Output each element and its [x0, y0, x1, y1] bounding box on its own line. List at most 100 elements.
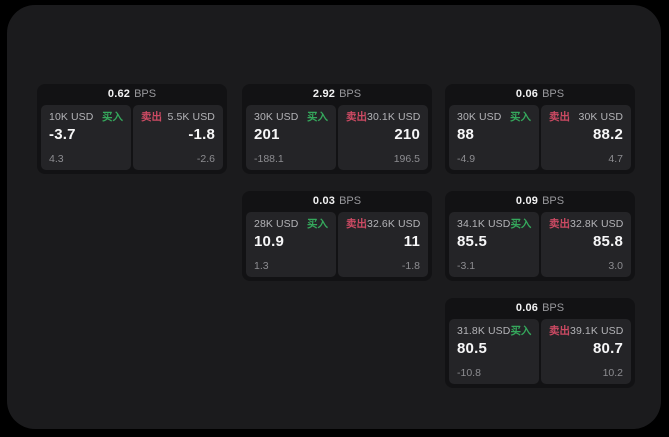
- quote-tiles: 31.8K USD 买入 80.5 -10.8 卖出 39.1K USD 80.…: [449, 319, 631, 384]
- card-header: 0.09 BPS: [449, 191, 631, 212]
- sell-amount: 32.6K USD: [367, 218, 421, 230]
- buy-sub-value: 4.3: [49, 152, 64, 165]
- quote-tiles: 10K USD 买入 -3.7 4.3 卖出 5.5K USD -1.8 -2.…: [41, 105, 223, 170]
- buy-sub-value: -4.9: [457, 152, 476, 165]
- quote-card: 0.06 BPS 31.8K USD 买入 80.5 -10.8 卖出 39.1…: [445, 298, 635, 388]
- bps-unit-label: BPS: [542, 195, 565, 207]
- buy-sub-value: 1.3: [254, 259, 269, 272]
- buy-price: 80.5: [457, 339, 487, 357]
- sell-side-label: 卖出: [549, 325, 570, 337]
- sell-sub-value: -2.6: [196, 152, 215, 165]
- card-header: 0.62 BPS: [41, 84, 223, 105]
- bps-unit-label: BPS: [134, 88, 157, 100]
- sell-sub-value: 4.7: [608, 152, 623, 165]
- bps-unit-label: BPS: [339, 88, 362, 100]
- buy-amount: 28K USD: [254, 218, 299, 230]
- buy-price: 201: [254, 125, 280, 143]
- sell-quote-tile[interactable]: 卖出 30.1K USD 210 196.5: [338, 105, 428, 170]
- buy-tile-header: 30K USD 买入: [254, 112, 328, 123]
- sell-side-label: 卖出: [549, 111, 570, 123]
- bps-spread-value: 0.03: [312, 195, 336, 207]
- buy-tile-header: 31.8K USD 买入: [457, 326, 531, 337]
- buy-price: 88: [457, 125, 475, 143]
- sell-price: 85.8: [593, 232, 623, 250]
- quote-tiles: 34.1K USD 买入 85.5 -3.1 卖出 32.8K USD 85.8…: [449, 212, 631, 277]
- buy-quote-tile[interactable]: 30K USD 买入 201 -188.1: [246, 105, 336, 170]
- buy-side-label: 买入: [102, 111, 123, 123]
- buy-quote-tile[interactable]: 28K USD 买入 10.9 1.3: [246, 212, 336, 277]
- sell-quote-tile[interactable]: 卖出 32.6K USD 11 -1.8: [338, 212, 428, 277]
- buy-sub-value: -188.1: [254, 152, 284, 165]
- sell-side-label: 卖出: [346, 111, 367, 123]
- sell-side-label: 卖出: [346, 218, 367, 230]
- buy-sub-value: -3.1: [457, 259, 476, 272]
- buy-quote-tile[interactable]: 10K USD 买入 -3.7 4.3: [41, 105, 131, 170]
- card-header: 0.06 BPS: [449, 84, 631, 105]
- sell-quote-tile[interactable]: 卖出 5.5K USD -1.8 -2.6: [133, 105, 223, 170]
- sell-amount: 30.1K USD: [367, 111, 421, 123]
- sell-amount: 5.5K USD: [167, 111, 215, 123]
- buy-quote-tile[interactable]: 34.1K USD 买入 85.5 -3.1: [449, 212, 539, 277]
- bps-spread-value: 0.09: [515, 195, 539, 207]
- sell-price: 80.7: [593, 339, 623, 357]
- quote-card: 0.62 BPS 10K USD 买入 -3.7 4.3 卖出 5.5K USD…: [37, 84, 227, 174]
- buy-tile-header: 28K USD 买入: [254, 219, 328, 230]
- bps-spread-value: 0.06: [515, 88, 539, 100]
- quote-tiles: 30K USD 买入 201 -188.1 卖出 30.1K USD 210 1…: [246, 105, 428, 170]
- sell-sub-value: 10.2: [602, 366, 623, 379]
- sell-amount: 39.1K USD: [570, 325, 624, 337]
- bps-unit-label: BPS: [542, 88, 565, 100]
- buy-amount: 10K USD: [49, 111, 94, 123]
- quote-tiles: 30K USD 买入 88 -4.9 卖出 30K USD 88.2 4.7: [449, 105, 631, 170]
- bps-spread-value: 0.62: [107, 88, 131, 100]
- sell-price: -1.8: [188, 125, 215, 143]
- sell-side-label: 卖出: [141, 111, 162, 123]
- sell-tile-header: 卖出 5.5K USD: [141, 112, 215, 123]
- quote-tiles: 28K USD 买入 10.9 1.3 卖出 32.6K USD 11 -1.8: [246, 212, 428, 277]
- buy-quote-tile[interactable]: 31.8K USD 买入 80.5 -10.8: [449, 319, 539, 384]
- buy-amount: 31.8K USD: [457, 325, 511, 337]
- buy-side-label: 买入: [510, 325, 532, 337]
- sell-amount: 30K USD: [578, 111, 623, 123]
- bps-unit-label: BPS: [339, 195, 362, 207]
- sell-sub-value: 3.0: [608, 259, 623, 272]
- buy-amount: 34.1K USD: [457, 218, 511, 230]
- buy-side-label: 买入: [510, 218, 532, 230]
- buy-side-label: 买入: [307, 218, 328, 230]
- buy-quote-tile[interactable]: 30K USD 买入 88 -4.9: [449, 105, 539, 170]
- quote-card: 2.92 BPS 30K USD 买入 201 -188.1 卖出 30.1K …: [242, 84, 432, 174]
- sell-quote-tile[interactable]: 卖出 30K USD 88.2 4.7: [541, 105, 631, 170]
- sell-tile-header: 卖出 32.8K USD: [549, 219, 623, 230]
- sell-amount: 32.8K USD: [570, 218, 624, 230]
- sell-side-label: 卖出: [549, 218, 570, 230]
- card-header: 2.92 BPS: [246, 84, 428, 105]
- sell-tile-header: 卖出 30K USD: [549, 112, 623, 123]
- buy-price: 10.9: [254, 232, 284, 250]
- sell-price: 11: [403, 232, 420, 250]
- buy-price: -3.7: [49, 125, 76, 143]
- buy-tile-header: 10K USD 买入: [49, 112, 123, 123]
- quote-card: 0.09 BPS 34.1K USD 买入 85.5 -3.1 卖出 32.8K…: [445, 191, 635, 281]
- buy-amount: 30K USD: [254, 111, 299, 123]
- sell-sub-value: 196.5: [393, 152, 420, 165]
- sell-sub-value: -1.8: [401, 259, 420, 272]
- bps-spread-value: 2.92: [312, 88, 336, 100]
- sell-quote-tile[interactable]: 卖出 39.1K USD 80.7 10.2: [541, 319, 631, 384]
- sell-quote-tile[interactable]: 卖出 32.8K USD 85.8 3.0: [541, 212, 631, 277]
- quote-card: 0.03 BPS 28K USD 买入 10.9 1.3 卖出 32.6K US…: [242, 191, 432, 281]
- bps-unit-label: BPS: [542, 302, 565, 314]
- sell-tile-header: 卖出 39.1K USD: [549, 326, 623, 337]
- bps-spread-value: 0.06: [515, 302, 539, 314]
- buy-side-label: 买入: [510, 111, 531, 123]
- sell-tile-header: 卖出 32.6K USD: [346, 219, 420, 230]
- sell-tile-header: 卖出 30.1K USD: [346, 112, 420, 123]
- sell-price: 210: [394, 125, 420, 143]
- buy-tile-header: 30K USD 买入: [457, 112, 531, 123]
- buy-price: 85.5: [457, 232, 487, 250]
- card-header: 0.03 BPS: [246, 191, 428, 212]
- card-header: 0.06 BPS: [449, 298, 631, 319]
- sell-price: 88.2: [593, 125, 623, 143]
- buy-amount: 30K USD: [457, 111, 502, 123]
